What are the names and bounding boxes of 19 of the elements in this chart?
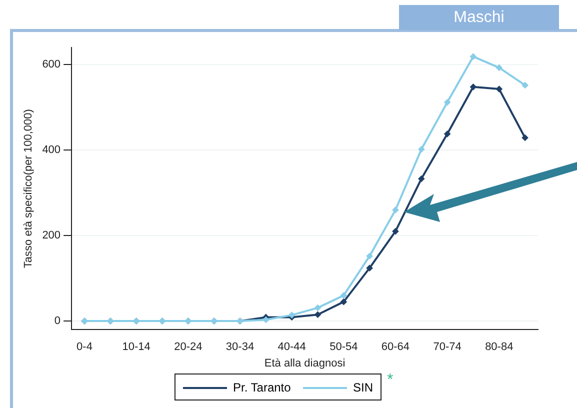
- legend-label: Pr. Taranto: [232, 380, 292, 394]
- y-axis-title: Tasso età specifico(per 100,000): [22, 109, 35, 268]
- x-tick-label: 0-4: [76, 341, 92, 354]
- text: *: [387, 371, 394, 388]
- x-tick-label: 70-74: [433, 341, 462, 354]
- x-tick-label: 80-84: [485, 341, 514, 354]
- y-tick-label: 200: [42, 230, 61, 242]
- y-tick-label: 0: [54, 315, 61, 328]
- x-axis-title: Età alla diagnosi: [264, 357, 346, 370]
- y-tick-label: 400: [42, 144, 61, 156]
- y-tick-label: 600: [42, 58, 61, 71]
- x-tick-label: 50-54: [330, 341, 358, 354]
- chart-title: Maschi: [399, 5, 559, 30]
- x-tick-label: 30-34: [226, 341, 254, 354]
- x-tick-label: 20-24: [174, 341, 202, 354]
- x-tick-label: 10-14: [122, 341, 150, 354]
- x-tick-label: 40-44: [278, 341, 306, 354]
- x-tick-label: 60-64: [381, 341, 410, 354]
- legend-label: SIN: [353, 380, 374, 394]
